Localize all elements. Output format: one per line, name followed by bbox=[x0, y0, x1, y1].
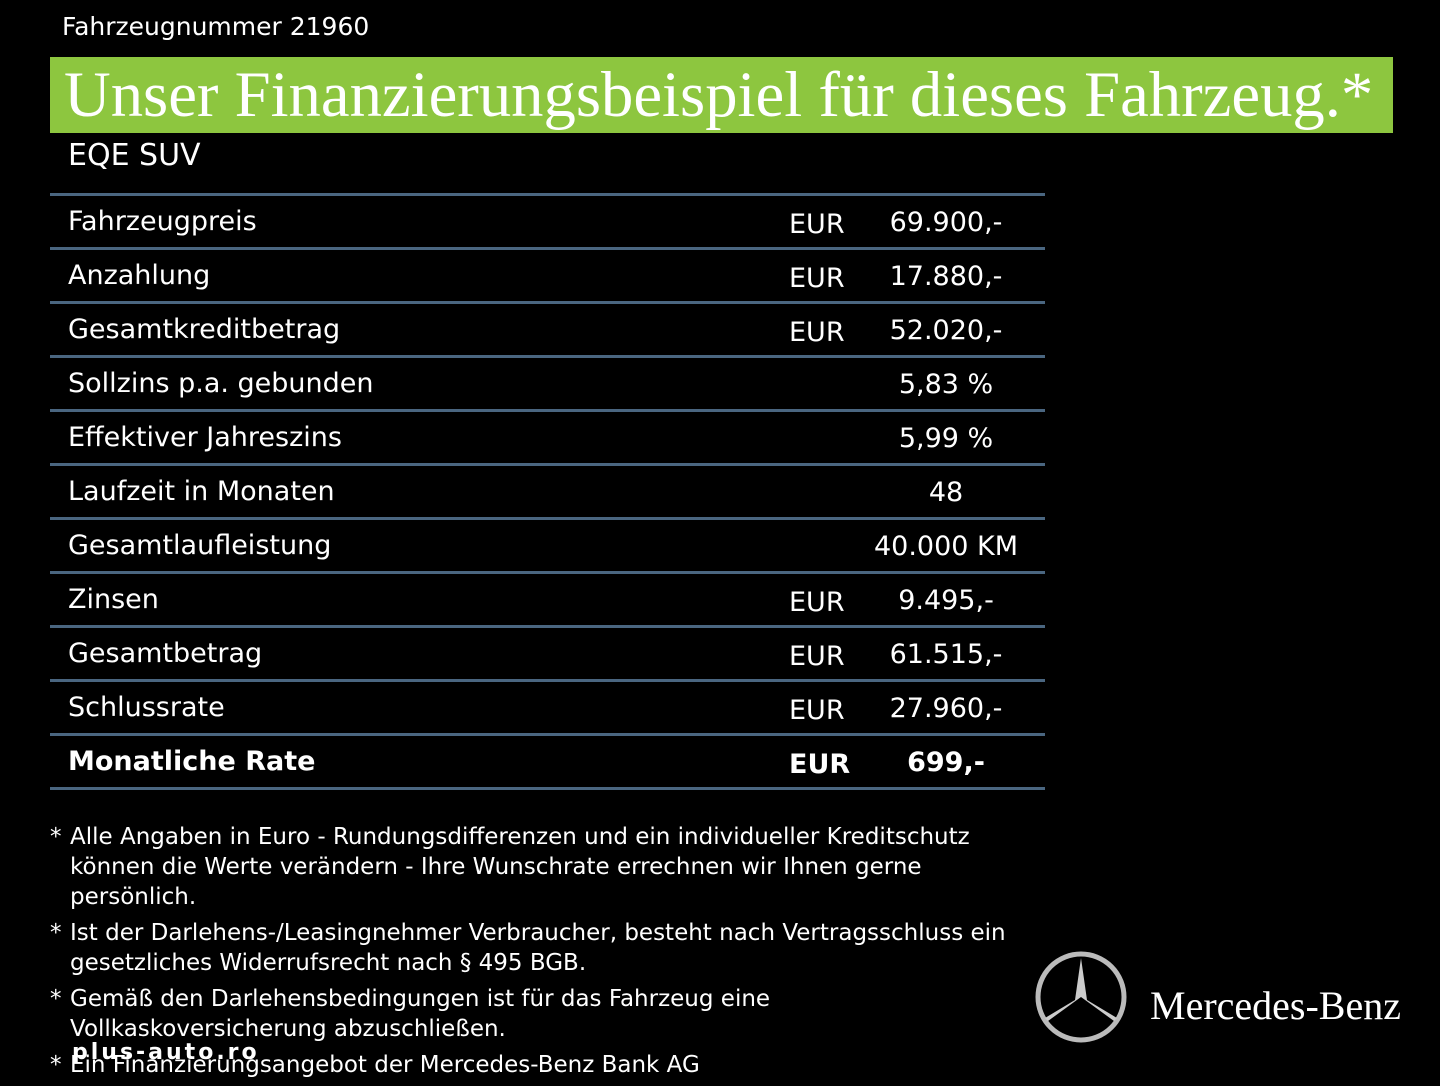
finance-table: Fahrzeugpreis EUR 69.900,- Anzahlung EUR 17.8… bbox=[50, 193, 1045, 790]
footnote-marker: * bbox=[50, 824, 62, 850]
footnote: * Gemäß den Darlehensbedingungen ist für … bbox=[50, 984, 1030, 1044]
table-row: Anzahlung EUR 17.880,- bbox=[50, 247, 1045, 301]
table-row: Sollzins p.a. gebunden 5,83 % bbox=[50, 355, 1045, 409]
row-value: 40.000 KM bbox=[873, 531, 1019, 562]
row-value: 27.960,- bbox=[889, 693, 1003, 724]
currency: EUR bbox=[789, 695, 845, 726]
currency: EUR bbox=[789, 209, 845, 240]
footnote-marker: * bbox=[50, 920, 62, 946]
currency: EUR bbox=[789, 641, 845, 672]
title: Unser Finanzierungsbeispiel für dieses F… bbox=[50, 57, 1393, 133]
row-label: Monatliche Rate bbox=[68, 746, 316, 777]
footnote-text: Ein Finanzierungsangebot der Mercedes-Be… bbox=[70, 1052, 700, 1078]
table-row: Gesamtkreditbetrag EUR 52.020,- bbox=[50, 301, 1045, 355]
currency: EUR bbox=[789, 317, 845, 348]
row-label: Zinsen bbox=[68, 584, 159, 615]
row-value: 52.020,- bbox=[889, 315, 1003, 346]
table-row: Schlussrate EUR 27.960,- bbox=[50, 679, 1045, 733]
row-label: Gesamtbetrag bbox=[68, 638, 263, 669]
footnotes: * Alle Angaben in Euro - Rundungsdifferen… bbox=[50, 822, 1030, 1086]
row-label: Anzahlung bbox=[68, 260, 211, 291]
table-row: Gesamtbetrag EUR 61.515,- bbox=[50, 625, 1045, 679]
row-value: 48 bbox=[928, 477, 964, 508]
table-row: Laufzeit in Monaten 48 bbox=[50, 463, 1045, 517]
row-value: 17.880,- bbox=[889, 261, 1003, 292]
row-label: Laufzeit in Monaten bbox=[68, 476, 335, 507]
row-label: Gesamtlaufleistung bbox=[68, 530, 332, 561]
row-value: 5,83 % bbox=[898, 369, 994, 400]
currency: EUR bbox=[789, 263, 845, 294]
table-row: Gesamtlaufleistung 40.000 KM bbox=[50, 517, 1045, 571]
brand: Mercedes-Benz bbox=[1150, 983, 1401, 1028]
footnote: * Ein Finanzierungsangebot der Mercedes-B… bbox=[50, 1050, 1030, 1080]
footnote-text: Alle Angaben in Euro - Rundungsdifferenz… bbox=[70, 824, 970, 910]
row-label: Schlussrate bbox=[68, 692, 225, 723]
footnote-marker: * bbox=[50, 1052, 62, 1078]
footnote-text: Ist der Darlehens-/Leasingnehmer Verbrau… bbox=[70, 920, 1006, 976]
table-row: Monatliche Rate EUR 699,- bbox=[50, 733, 1045, 790]
table-row: Zinsen EUR 9.495,- bbox=[50, 571, 1045, 625]
logo bbox=[1035, 951, 1127, 1043]
footnote-text: Gemäß den Darlehensbedingungen ist für d… bbox=[70, 986, 771, 1042]
row-value: 5,99 % bbox=[898, 423, 994, 454]
row-value: 69.900,- bbox=[889, 207, 1003, 238]
row-label: Fahrzeugpreis bbox=[68, 206, 257, 237]
currency: EUR bbox=[789, 749, 851, 780]
table-row: Fahrzeugpreis EUR 69.900,- bbox=[50, 193, 1045, 247]
row-value: 61.515,- bbox=[889, 639, 1003, 670]
watermark: plus-auto.ro bbox=[72, 1040, 260, 1065]
row-label: Gesamtkreditbetrag bbox=[68, 314, 341, 345]
row-value: 9.495,- bbox=[898, 585, 994, 616]
row-value: 699,- bbox=[907, 747, 985, 778]
row-label: Sollzins p.a. gebunden bbox=[68, 368, 374, 399]
model: EQE SUV bbox=[68, 138, 201, 173]
footnote-marker: * bbox=[50, 986, 62, 1012]
table-row: Effektiver Jahreszins 5,99 % bbox=[50, 409, 1045, 463]
footnote: * Alle Angaben in Euro - Rundungsdifferen… bbox=[50, 822, 1030, 912]
footnote: * Ist der Darlehens-/Leasingnehmer Verbra… bbox=[50, 918, 1030, 978]
currency: EUR bbox=[789, 587, 845, 618]
vehicle-number: Fahrzeugnummer 21960 bbox=[62, 12, 370, 41]
row-label: Effektiver Jahreszins bbox=[68, 422, 342, 453]
